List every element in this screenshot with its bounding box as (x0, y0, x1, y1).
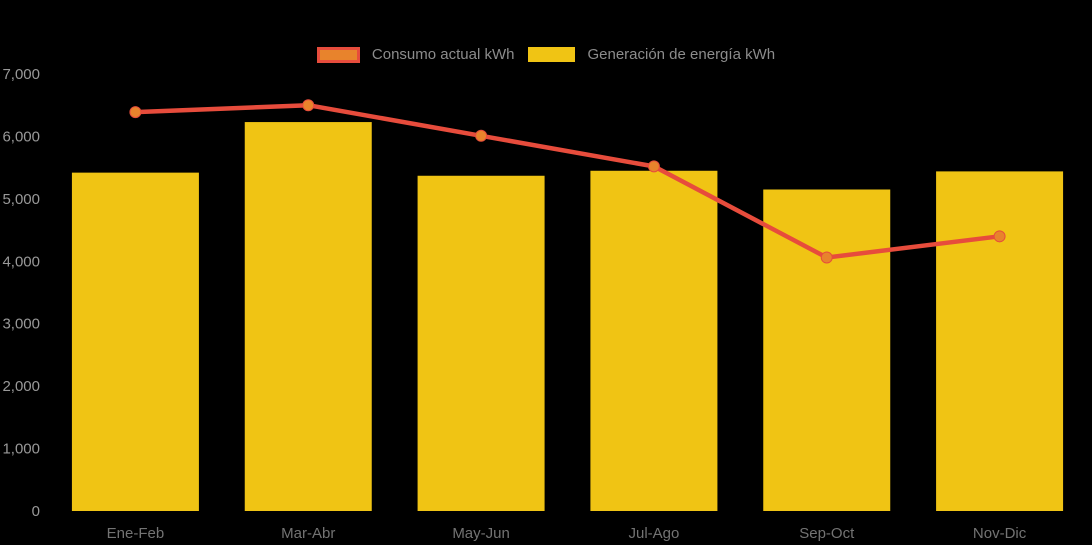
y-axis-tick-label: 5,000 (2, 191, 40, 208)
legend-swatch-bar-icon (528, 47, 576, 62)
consumption-point-may-jun[interactable] (475, 129, 488, 142)
generation-bar-mar-abr[interactable] (244, 122, 372, 511)
x-axis-category-label: Ene-Feb (107, 525, 165, 542)
generation-bar-sep-oct[interactable] (763, 189, 891, 511)
legend-item-generacion[interactable]: Generación de energía kWh (528, 46, 775, 63)
generation-bar-nov-dic[interactable] (936, 171, 1064, 512)
x-axis-category-label: Mar-Abr (281, 525, 335, 542)
legend-item-consumo[interactable]: Consumo actual kWh (316, 46, 515, 63)
legend-label-generacion: Generación de energía kWh (587, 46, 776, 63)
consumption-point-mar-abr[interactable] (302, 99, 315, 112)
x-axis-category-label: May-Jun (452, 525, 510, 542)
y-axis-tick-label: 3,000 (2, 316, 40, 333)
legend-swatch-line-icon (316, 46, 360, 63)
y-axis-tick-label: 6,000 (2, 128, 40, 145)
consumption-point-jul-ago[interactable] (647, 160, 660, 173)
y-axis-tick-label: 4,000 (2, 253, 40, 270)
generation-bar-jul-ago[interactable] (590, 170, 718, 511)
x-axis-category-label: Nov-Dic (973, 525, 1027, 542)
consumption-point-ene-feb[interactable] (129, 106, 142, 119)
consumption-point-sep-oct[interactable] (820, 251, 833, 264)
generation-bar-ene-feb[interactable] (71, 172, 199, 511)
y-axis-tick-label: 2,000 (2, 378, 40, 395)
consumption-point-nov-dic[interactable] (993, 230, 1006, 243)
consumption-line (133, 102, 1002, 260)
generation-bar-may-jun[interactable] (417, 175, 545, 511)
chart-legend: Consumo actual kWh Generación de energía… (0, 46, 1092, 63)
y-axis-tick-label: 0 (32, 503, 40, 520)
y-axis-tick-label: 7,000 (2, 66, 40, 83)
legend-label-consumo: Consumo actual kWh (371, 46, 515, 63)
y-axis-tick-label: 1,000 (2, 441, 40, 458)
x-axis-category-label: Jul-Ago (628, 525, 679, 542)
x-axis-category-label: Sep-Oct (799, 525, 855, 542)
